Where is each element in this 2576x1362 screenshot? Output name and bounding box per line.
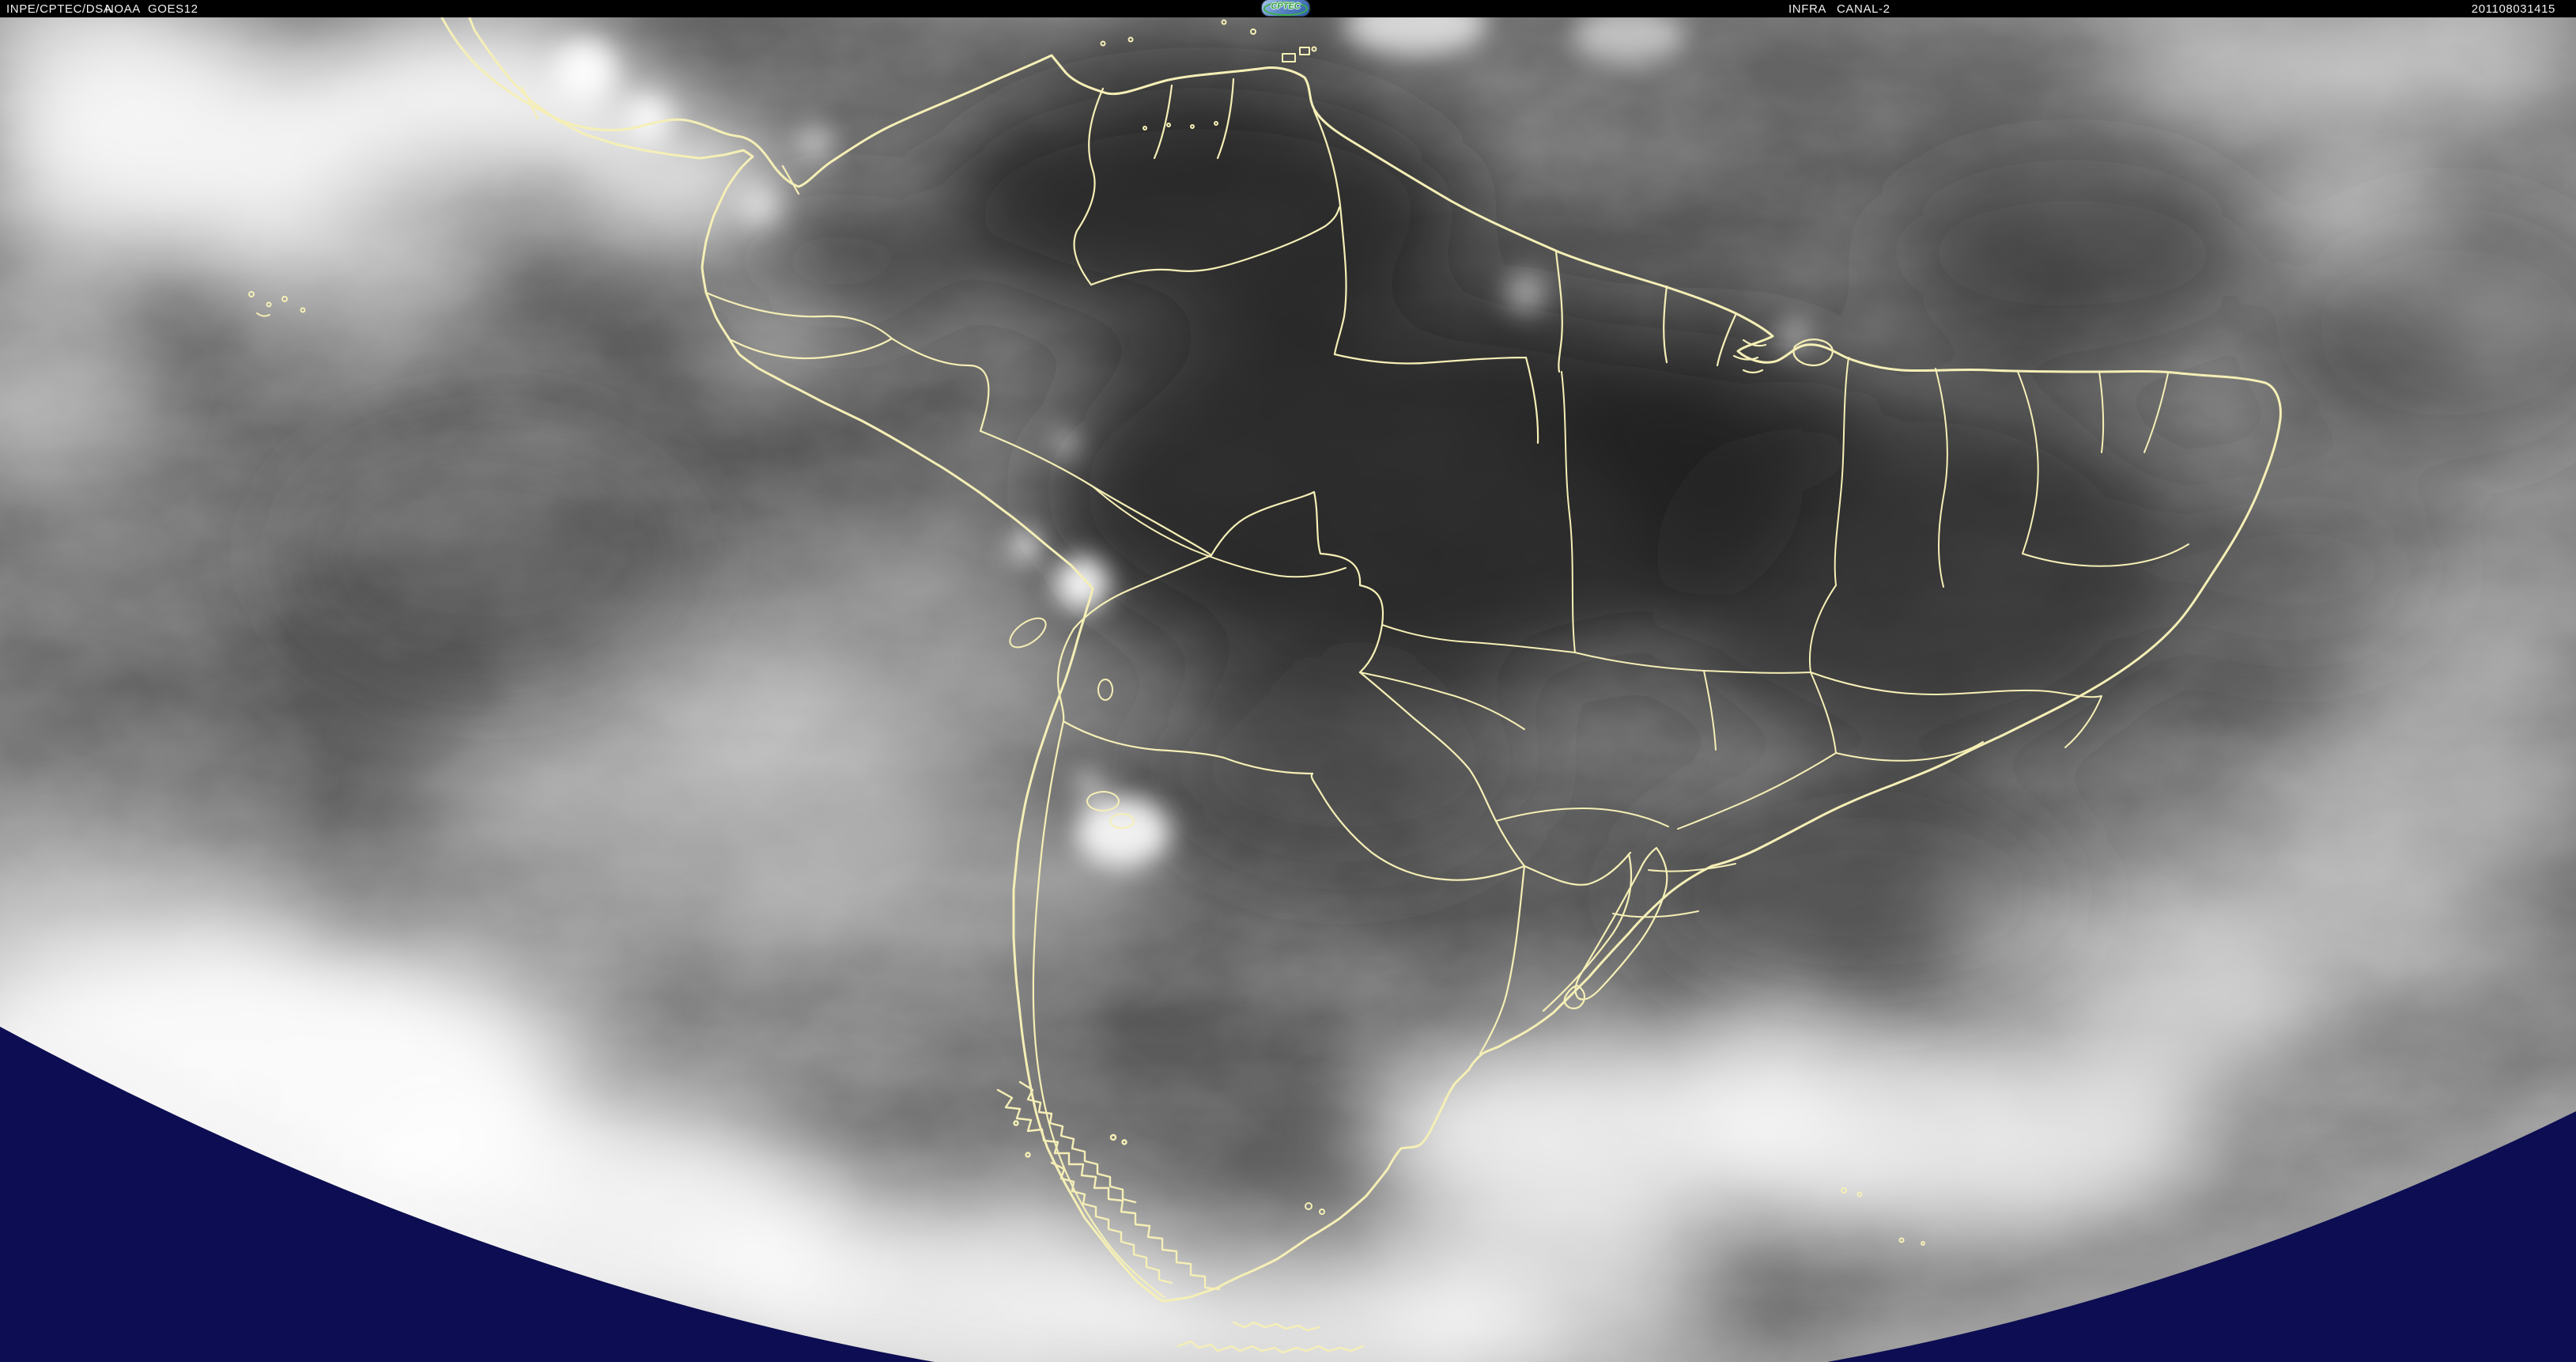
coastal-lagoons: [1563, 846, 1668, 1010]
andean-lakes: [1009, 617, 1135, 829]
south-america-coastline: [432, 0, 2282, 1303]
clear-sky-dark-regions: [285, 87, 2576, 997]
central-america-border-ticks: [520, 85, 800, 195]
cptec-logo: CPTEC: [1262, 0, 1309, 16]
agency-label: INPE/CPTEC/DSA: [6, 2, 112, 16]
cptec-logo-text: CPTEC: [1271, 2, 1301, 11]
amazon-delta: [1732, 338, 1834, 374]
limb-bright-fringe: [0, 1012, 2576, 1362]
brazil-state-borders: [1092, 357, 2189, 918]
galapagos-islands: [248, 291, 306, 317]
product-label: INFRA: [1788, 2, 1826, 16]
convective-cells: [553, 0, 1812, 868]
cptec-logo-ring-icon: [1263, 2, 1308, 16]
satellite-label: GOES12: [148, 2, 198, 16]
antarctic-peninsula-squiggle: [1177, 1321, 1365, 1354]
country-borders: [704, 78, 1738, 1299]
political-boundaries: [248, 0, 2282, 1354]
timestamp-label: 201108031415: [2471, 2, 2555, 16]
noaa-label: NOAA: [105, 2, 141, 16]
channel-label: CANAL-2: [1837, 2, 1890, 16]
south-atlantic-islands: [1305, 1187, 1925, 1246]
patagonia-fjords: [996, 1080, 1221, 1291]
